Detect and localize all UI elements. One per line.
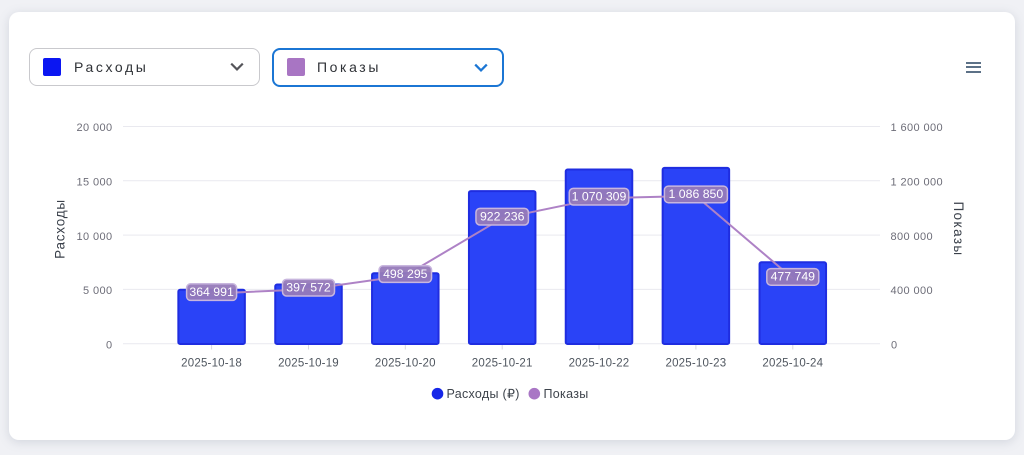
svg-text:498 295: 498 295 bbox=[383, 267, 428, 281]
svg-text:477 749: 477 749 bbox=[771, 270, 816, 284]
svg-text:400 000: 400 000 bbox=[891, 285, 934, 297]
svg-text:2025-10-22: 2025-10-22 bbox=[569, 358, 630, 370]
svg-text:0: 0 bbox=[891, 339, 898, 351]
svg-text:Показы: Показы bbox=[951, 201, 966, 256]
svg-text:1 070 309: 1 070 309 bbox=[572, 190, 627, 204]
svg-text:364 991: 364 991 bbox=[189, 285, 234, 299]
svg-text:0: 0 bbox=[106, 339, 113, 351]
svg-text:2025-10-20: 2025-10-20 bbox=[375, 358, 436, 370]
svg-text:2025-10-18: 2025-10-18 bbox=[181, 358, 242, 370]
svg-text:800 000: 800 000 bbox=[891, 231, 934, 243]
svg-text:2025-10-24: 2025-10-24 bbox=[762, 358, 823, 370]
svg-text:Расходы: Расходы bbox=[53, 199, 68, 259]
svg-text:1 200 000: 1 200 000 bbox=[891, 177, 944, 189]
svg-text:Расходы (₽): Расходы (₽) bbox=[447, 387, 520, 401]
svg-text:5 000: 5 000 bbox=[83, 285, 113, 297]
svg-text:1 086 850: 1 086 850 bbox=[669, 187, 724, 201]
svg-text:15 000: 15 000 bbox=[76, 177, 112, 189]
svg-text:397 572: 397 572 bbox=[286, 281, 331, 295]
svg-text:10 000: 10 000 bbox=[76, 231, 112, 243]
svg-text:2025-10-21: 2025-10-21 bbox=[472, 358, 533, 370]
svg-text:1 600 000: 1 600 000 bbox=[891, 122, 944, 134]
svg-text:2025-10-19: 2025-10-19 bbox=[278, 358, 339, 370]
svg-text:20 000: 20 000 bbox=[76, 122, 112, 134]
svg-text:922 236: 922 236 bbox=[480, 210, 525, 224]
svg-text:2025-10-23: 2025-10-23 bbox=[665, 358, 726, 370]
svg-text:Показы: Показы bbox=[544, 387, 589, 401]
